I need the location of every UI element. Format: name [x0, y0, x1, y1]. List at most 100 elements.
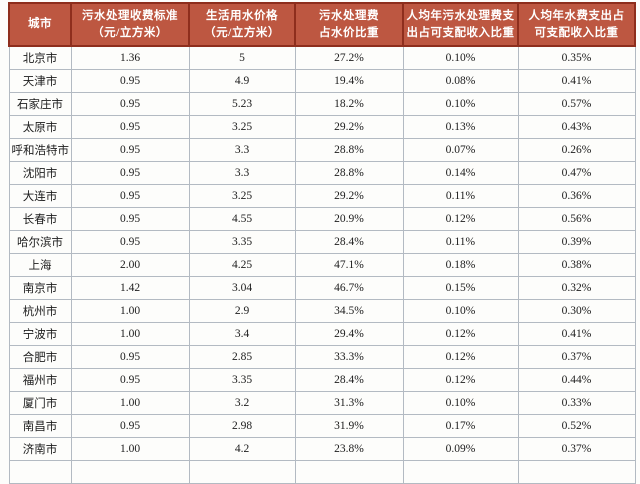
water-fee-table: 城市 污水处理收费标准 （元/立方米） 生活用水价格 （元/立方米） 污水处理费 占水价比重… — [8, 2, 636, 484]
table-row: 南昌市 0.95 2.98 31.9% 0.17% 0.52% — [8, 414, 636, 438]
cell-price: 2.85 — [188, 345, 296, 369]
header-line: （元/立方米） — [92, 26, 168, 39]
page: { "table": { "name": "城市污水处理费与水价比重表", "c… — [8, 2, 636, 484]
cell-wexp: 0.32% — [517, 276, 636, 300]
cell-price: 4.25 — [188, 253, 296, 277]
cell-share: 47.1% — [294, 253, 404, 277]
table-row: 杭州市 1.00 2.9 34.5% 0.10% 0.30% — [8, 299, 636, 323]
cell-city: 长春市 — [8, 207, 72, 231]
cell-city: 厦门市 — [8, 391, 72, 415]
cell-fee: 0.95 — [70, 345, 190, 369]
cell-sexp: 0.07% — [402, 138, 519, 162]
cell-price: 3.25 — [188, 184, 296, 208]
table-row: 石家庄市 0.95 5.23 18.2% 0.10% 0.57% — [8, 92, 636, 116]
cell-wexp: 0.38% — [517, 253, 636, 277]
cell-share: 27.2% — [294, 45, 404, 70]
cell-sexp: 0.10% — [402, 391, 519, 415]
header-line: 污水处理收费标准 — [82, 9, 178, 22]
cell-price: 3.3 — [188, 138, 296, 162]
cell-price: 3.35 — [188, 368, 296, 392]
cell-city: 沈阳市 — [8, 161, 72, 185]
cell-fee: 0.95 — [70, 92, 190, 116]
cell-price: 4.9 — [188, 69, 296, 93]
header-line: 人均年水费支出占 — [528, 9, 625, 22]
table-row: 济南市 1.00 4.2 23.8% 0.09% 0.37% — [8, 437, 636, 461]
table-row: 天津市 0.95 4.9 19.4% 0.08% 0.41% — [8, 69, 636, 93]
water-fee-table-wrap: 城市 污水处理收费标准 （元/立方米） 生活用水价格 （元/立方米） 污水处理费 占水价比重… — [8, 2, 636, 484]
header-cell-city: 城市 — [8, 2, 72, 47]
table-row: 大连市 0.95 3.25 29.2% 0.11% 0.36% — [8, 184, 636, 208]
cell-price: 4.2 — [188, 437, 296, 461]
table-row: 上海 2.00 4.25 47.1% 0.18% 0.38% — [8, 253, 636, 277]
cell-wexp: 0.37% — [517, 345, 636, 369]
cell-fee: 1.00 — [70, 322, 190, 346]
cell-city: 太原市 — [8, 115, 72, 139]
cell-wexp: 0.56% — [517, 207, 636, 231]
cell-sexp: 0.11% — [402, 184, 519, 208]
cell-share: 20.9% — [294, 207, 404, 231]
table-row: 太原市 0.95 3.25 29.2% 0.13% 0.43% — [8, 115, 636, 139]
cell-fee: 0.95 — [70, 69, 190, 93]
cell-wexp: 0.57% — [517, 92, 636, 116]
cell-city: 哈尔滨市 — [8, 230, 72, 254]
cell-price: 3.3 — [188, 161, 296, 185]
cell-city: 杭州市 — [8, 299, 72, 323]
cell-price: 3.35 — [188, 230, 296, 254]
cell-wexp: 0.30% — [517, 299, 636, 323]
cell-sexp: 0.18% — [402, 253, 519, 277]
cell-sexp: 0.17% — [402, 414, 519, 438]
cell-wexp: 0.52% — [517, 414, 636, 438]
cell-wexp: 0.36% — [517, 184, 636, 208]
cell-empty — [188, 460, 296, 484]
cell-sexp: 0.11% — [402, 230, 519, 254]
cell-city: 石家庄市 — [8, 92, 72, 116]
header-line: 城市 — [28, 18, 52, 31]
cell-fee: 1.00 — [70, 391, 190, 415]
cell-empty — [517, 460, 636, 484]
header-line: 生活用水价格 — [206, 9, 278, 22]
table-row: 呼和浩特市 0.95 3.3 28.8% 0.07% 0.26% — [8, 138, 636, 162]
cell-sexp: 0.10% — [402, 45, 519, 70]
header-line: 出占可支配收入比重 — [406, 26, 515, 39]
header-line: （元/立方米） — [204, 26, 280, 39]
cell-price: 5 — [188, 45, 296, 70]
cell-wexp: 0.47% — [517, 161, 636, 185]
table-row-partial — [8, 460, 636, 484]
cell-wexp: 0.35% — [517, 45, 636, 70]
header-row: 城市 污水处理收费标准 （元/立方米） 生活用水价格 （元/立方米） 污水处理费 占水价比重… — [8, 2, 636, 47]
cell-sexp: 0.12% — [402, 322, 519, 346]
cell-share: 34.5% — [294, 299, 404, 323]
cell-empty — [8, 460, 72, 484]
table-row: 长春市 0.95 4.55 20.9% 0.12% 0.56% — [8, 207, 636, 231]
cell-fee: 1.00 — [70, 437, 190, 461]
cell-wexp: 0.33% — [517, 391, 636, 415]
table-body: 北京市 1.36 5 27.2% 0.10% 0.35% 天津市 0.95 4.9 19.4% 0.… — [8, 45, 636, 484]
cell-price: 2.98 — [188, 414, 296, 438]
cell-empty — [294, 460, 404, 484]
cell-sexp: 0.08% — [402, 69, 519, 93]
cell-city: 大连市 — [8, 184, 72, 208]
cell-fee: 0.95 — [70, 368, 190, 392]
cell-city: 天津市 — [8, 69, 72, 93]
cell-share: 29.2% — [294, 115, 404, 139]
cell-sexp: 0.13% — [402, 115, 519, 139]
cell-sexp: 0.14% — [402, 161, 519, 185]
table-row: 哈尔滨市 0.95 3.35 28.4% 0.11% 0.39% — [8, 230, 636, 254]
cell-city: 福州市 — [8, 368, 72, 392]
cell-share: 18.2% — [294, 92, 404, 116]
cell-price: 3.2 — [188, 391, 296, 415]
cell-sexp: 0.09% — [402, 437, 519, 461]
header-line: 人均年污水处理费支 — [406, 9, 515, 22]
table-row: 合肥市 0.95 2.85 33.3% 0.12% 0.37% — [8, 345, 636, 369]
cell-sexp: 0.10% — [402, 299, 519, 323]
cell-share: 46.7% — [294, 276, 404, 300]
header-line: 可支配收入比重 — [534, 26, 619, 39]
header-cell-wexp: 人均年水费支出占 可支配收入比重 — [517, 2, 636, 47]
cell-share: 29.2% — [294, 184, 404, 208]
cell-sexp: 0.12% — [402, 368, 519, 392]
cell-fee: 0.95 — [70, 161, 190, 185]
header-cell-fee: 污水处理收费标准 （元/立方米） — [70, 2, 190, 47]
cell-share: 33.3% — [294, 345, 404, 369]
cell-share: 28.8% — [294, 138, 404, 162]
header-cell-sexp: 人均年污水处理费支 出占可支配收入比重 — [402, 2, 519, 47]
